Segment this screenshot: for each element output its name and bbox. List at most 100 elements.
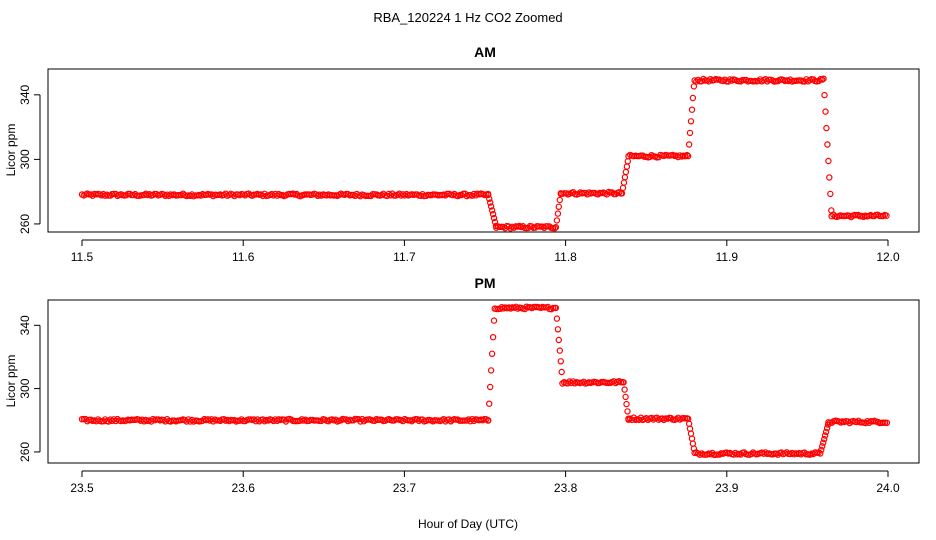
- x-tick-label: 24.0: [876, 481, 900, 495]
- x-tick-label: 23.8: [554, 481, 578, 495]
- data-point: [89, 192, 96, 199]
- data-point: [821, 432, 829, 439]
- am-panel: AM 11.5 11.6 11.7 11.8 11.9 12.0 260 300 340 Li…: [4, 44, 920, 264]
- data-point: [686, 129, 694, 137]
- x-tick-label: 11.9: [716, 250, 739, 264]
- x-tick-label: 11.5: [71, 250, 94, 264]
- pm-y-axis-title: Licor ppm: [4, 355, 18, 408]
- data-point: [490, 214, 498, 222]
- data-point: [820, 75, 827, 82]
- data-point: [819, 443, 826, 450]
- x-tick-label: 23.6: [232, 481, 256, 495]
- data-point: [485, 417, 492, 424]
- data-point: [620, 179, 628, 186]
- am-y-axis-title: Licor ppm: [4, 124, 18, 177]
- data-point: [687, 430, 695, 437]
- data-point: [472, 192, 479, 199]
- y-tick-label: 260: [18, 442, 32, 462]
- data-point: [487, 383, 494, 391]
- am-plot-frame: [47, 68, 920, 233]
- data-point: [855, 417, 862, 424]
- data-point: [566, 378, 573, 385]
- data-point: [553, 315, 561, 322]
- data-point: [689, 94, 697, 102]
- x-tick-label: 12.0: [876, 250, 900, 264]
- x-tick-label: 23.5: [70, 481, 94, 495]
- data-point: [883, 212, 890, 219]
- data-point: [689, 440, 697, 447]
- am-panel-title: AM: [474, 44, 496, 60]
- data-point: [825, 157, 832, 165]
- data-point: [486, 400, 493, 407]
- data-point: [883, 419, 891, 426]
- data-point: [622, 393, 629, 401]
- data-point: [824, 141, 831, 148]
- am-points: [78, 75, 890, 232]
- data-point: [621, 386, 628, 393]
- pm-points: [78, 303, 891, 458]
- data-point: [821, 91, 828, 99]
- x-axis-title: Hour of Day (UTC): [418, 517, 518, 531]
- data-point: [685, 420, 693, 427]
- am-y-axis: 260 300 340: [18, 84, 41, 234]
- data-point: [488, 350, 496, 357]
- y-tick-label: 260: [18, 214, 32, 234]
- pm-panel: PM 23.5 23.6 23.7 23.8 23.9 24.0 260 300 340 Li…: [4, 275, 920, 495]
- data-point: [487, 203, 495, 210]
- data-point: [687, 118, 695, 125]
- data-point: [490, 317, 498, 324]
- data-point: [487, 199, 494, 206]
- data-point: [485, 191, 492, 199]
- x-tick-label: 11.7: [393, 250, 416, 264]
- data-point: [623, 163, 631, 170]
- data-point: [622, 168, 630, 176]
- data-point: [491, 218, 499, 226]
- data-point: [823, 124, 830, 132]
- data-point: [820, 439, 827, 446]
- x-tick-label: 11.6: [232, 250, 255, 264]
- data-point: [821, 435, 828, 443]
- data-point: [688, 435, 696, 442]
- data-point: [220, 416, 228, 423]
- data-point: [619, 184, 627, 192]
- y-tick-label: 300: [18, 378, 32, 398]
- am-x-axis: 11.5 11.6 11.7 11.8 11.9 12.0: [71, 239, 900, 264]
- pm-y-axis: 260 300 340: [18, 315, 41, 462]
- data-point: [623, 400, 630, 408]
- data-point: [552, 223, 560, 231]
- data-point: [468, 192, 476, 199]
- pm-x-axis: 23.5 23.6 23.7 23.8 23.9 24.0: [70, 470, 900, 495]
- y-tick-label: 340: [18, 84, 32, 104]
- data-point: [487, 367, 495, 374]
- data-point: [826, 174, 833, 181]
- data-point: [688, 106, 696, 113]
- data-point: [822, 428, 830, 436]
- data-point: [862, 419, 869, 427]
- data-point: [684, 152, 692, 160]
- y-tick-label: 300: [18, 149, 32, 169]
- pm-plot-frame: [47, 299, 920, 464]
- data-point: [624, 408, 631, 415]
- data-point: [558, 368, 565, 376]
- data-point: [554, 326, 562, 333]
- data-point: [823, 425, 831, 432]
- data-point: [822, 108, 829, 115]
- data-point: [489, 334, 497, 341]
- data-point: [620, 379, 627, 386]
- data-point: [551, 224, 559, 232]
- data-point: [801, 449, 808, 456]
- data-point: [818, 446, 825, 454]
- data-point: [555, 203, 563, 210]
- data-point: [250, 416, 258, 423]
- data-point: [827, 190, 834, 198]
- figure-title: RBA_120224 1 Hz CO2 Zoomed: [373, 10, 562, 25]
- x-tick-label: 23.7: [393, 481, 417, 495]
- data-point: [554, 210, 562, 217]
- y-tick-label: 340: [18, 315, 32, 335]
- x-tick-label: 23.9: [715, 481, 739, 495]
- data-point: [690, 83, 698, 90]
- data-point: [564, 380, 571, 387]
- data-point: [507, 225, 514, 232]
- data-point: [489, 210, 497, 218]
